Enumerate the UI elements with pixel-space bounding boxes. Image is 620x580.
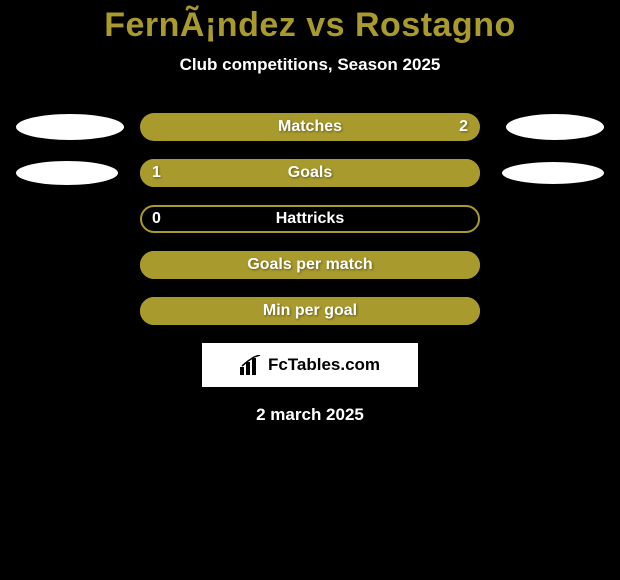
stat-label: Matches bbox=[278, 118, 342, 136]
stat-label: Goals per match bbox=[247, 256, 372, 274]
stat-row: Min per goal bbox=[0, 297, 620, 325]
page-subtitle: Club competitions, Season 2025 bbox=[0, 55, 620, 75]
right-ellipse-slot bbox=[494, 162, 610, 184]
right-ellipse bbox=[502, 162, 604, 184]
fctables-logo: FcTables.com bbox=[202, 343, 418, 387]
date-text: 2 march 2025 bbox=[0, 405, 620, 425]
left-ellipse bbox=[16, 114, 124, 140]
right-ellipse-slot bbox=[494, 114, 610, 140]
stat-bar: Min per goal bbox=[140, 297, 480, 325]
stat-row: Goals per match bbox=[0, 251, 620, 279]
comparison-rows: Matches 2 Goals 1 Hattricks 0 Goals per match M… bbox=[0, 113, 620, 325]
logo-text: FcTables.com bbox=[268, 355, 380, 375]
stat-row: Hattricks 0 bbox=[0, 205, 620, 233]
right-ellipse bbox=[506, 114, 604, 140]
left-ellipse bbox=[16, 161, 118, 185]
left-ellipse-slot bbox=[10, 114, 126, 140]
stat-row: Matches 2 bbox=[0, 113, 620, 141]
stat-bar: Hattricks 0 bbox=[140, 205, 480, 233]
stat-label: Goals bbox=[288, 164, 332, 182]
page-title: FernÃ¡ndez vs Rostagno bbox=[0, 0, 620, 45]
stat-label: Hattricks bbox=[276, 210, 344, 228]
bar-chart-icon bbox=[240, 355, 262, 375]
stat-bar: Matches 2 bbox=[140, 113, 480, 141]
stat-bar: Goals per match bbox=[140, 251, 480, 279]
stat-value-right: 2 bbox=[459, 118, 468, 136]
stat-value-left: 0 bbox=[152, 210, 161, 228]
stat-value-left: 1 bbox=[152, 164, 161, 182]
left-ellipse-slot bbox=[10, 161, 126, 185]
stat-label: Min per goal bbox=[263, 302, 357, 320]
stat-row: Goals 1 bbox=[0, 159, 620, 187]
stat-bar: Goals 1 bbox=[140, 159, 480, 187]
